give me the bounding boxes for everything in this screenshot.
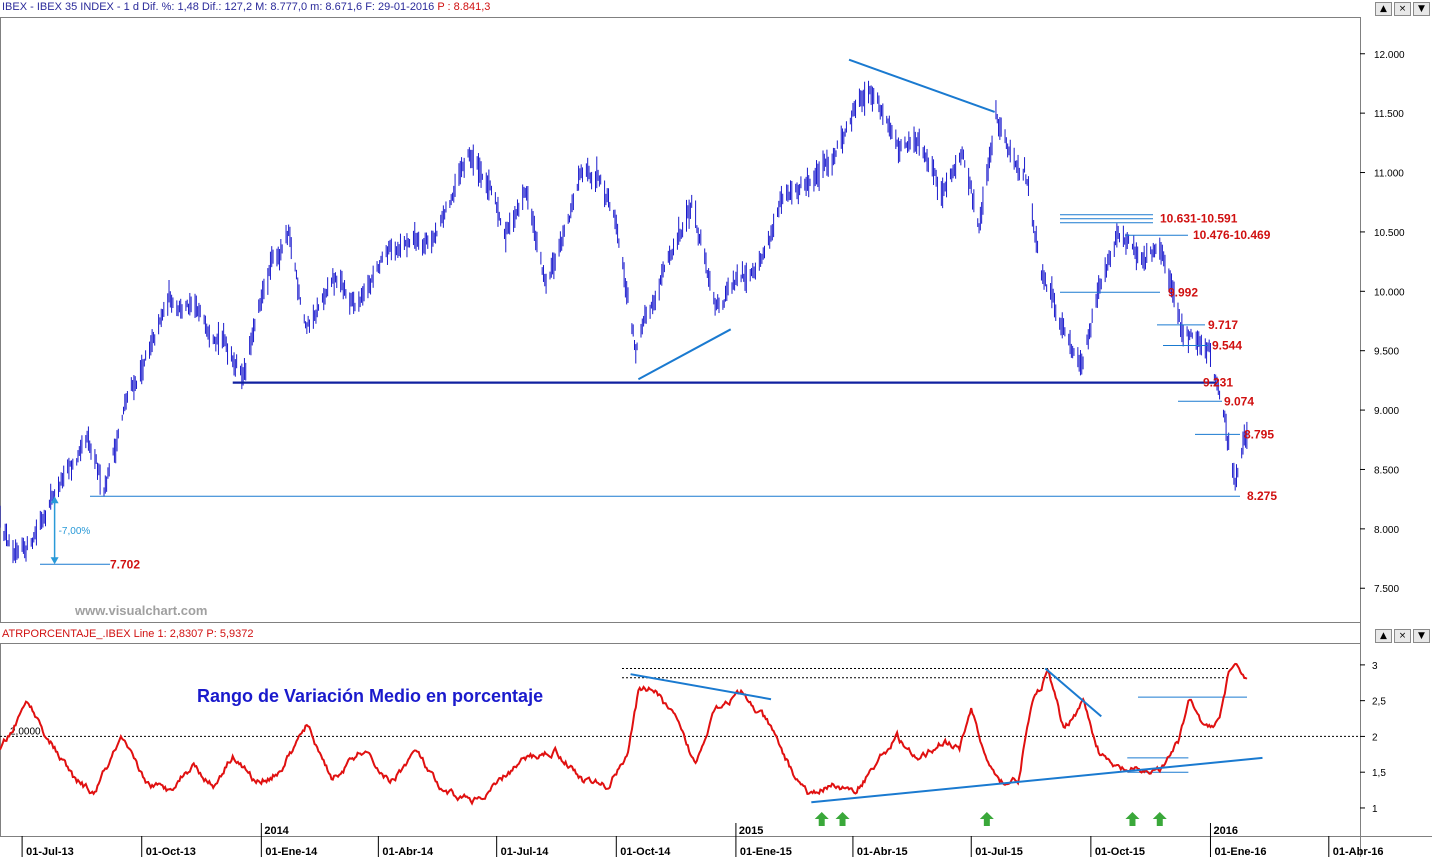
close-icon[interactable]: × [1394,2,1411,16]
price-tick-label: 9.500 [1374,347,1399,358]
price-plot: 10.631-10.591 10.476-10.469 9.992 9.717 9.54… [0,58,1277,571]
time-tick-label: 01-Jul-15 [975,846,1023,857]
level-label: 10.631-10.591 [1160,212,1238,226]
level-label: 8.795 [1244,427,1274,441]
indicator-tick-label: 3 [1372,661,1378,672]
level-label: 7.702 [110,557,140,571]
level-label: 9.717 [1208,318,1238,332]
price-tick-label: 8.500 [1374,465,1399,476]
level-label: 9.231 [1203,376,1233,390]
level-label: 9.992 [1168,285,1198,299]
year-label: 2015 [739,825,763,837]
price-tick-label: 10.000 [1374,287,1405,298]
price-tick-label: 11.000 [1374,169,1404,180]
indicator-line-value: Line 1: 2,8307 [133,628,204,640]
time-tick-label: 01-Abr-16 [1333,846,1384,857]
indicator-price: P: 5,9372 [206,628,254,640]
indicator-trendline [630,673,772,701]
time-tick-label: 01-Ene-15 [740,846,792,857]
time-tick-label: 01-Oct-14 [620,846,671,857]
price-tick-label: 8.000 [1374,525,1399,536]
indicator-tick-label: 2 [1372,732,1378,743]
year-label: 2016 [1213,825,1237,837]
price-tick-label: 9.000 [1374,406,1399,417]
time-tick-label: 01-Oct-13 [146,846,196,857]
price-trendline [637,328,732,381]
last-price-label: P : 8.841,3 [437,1,491,13]
indicator-pane-header: ATRPORCENTAJE_.IBEX Line 1: 2,8307 P: 5,… [2,628,254,640]
price-tick-label: 10.500 [1374,228,1405,239]
indicator-scroll-up-icon[interactable]: ▲ [1375,629,1392,643]
indicator-tick-label: 2,5 [1372,697,1386,708]
price-pane-window-buttons: ▲ × ▼ [1375,2,1430,16]
time-tick-label: 01-Ene-16 [1214,846,1266,857]
up-arrow-icon [979,812,994,826]
up-arrow-icon [835,812,850,826]
watermark: www.visualchart.com [74,603,207,618]
indicator-pane-window-buttons: ▲ × ▼ [1375,629,1430,643]
time-tick-label: 01-Ene-14 [265,846,318,857]
level-label: 9.074 [1224,394,1254,408]
time-tick-label: 01-Jul-14 [501,846,550,857]
indicator-title: Rango de Variación Medio en porcentaje [197,686,543,706]
indicator-pane-frame [0,643,1361,837]
time-tick-label: 01-Abr-15 [857,846,908,857]
level-label: 10.476-10.469 [1193,228,1271,242]
indicator-trendline [811,756,1263,804]
indicator-trendline [1044,667,1102,718]
indicator-tick-label: 1,5 [1372,768,1386,779]
price-pane-header: IBEX - IBEX 35 INDEX - 1 d Dif. %: 1,48 … [2,1,490,13]
stats-label: Dif. %: 1,48 Dif.: 127,2 M: 8.777,0 m: 8… [142,1,435,13]
measure-arrow-head-up [50,496,59,504]
atr-percentage-line [0,662,1248,806]
price-trendline [848,58,995,113]
year-label: 2014 [264,825,289,837]
up-arrow-icon [1152,812,1167,826]
axes: 12.000 11.500 11.000 10.500 10.000 9.500 9.000… [21,50,1405,857]
level-label: 9.544 [1212,338,1242,352]
symbol-label: IBEX - IBEX 35 INDEX - 1 d [2,1,139,13]
price-tick-label: 7.500 [1374,584,1399,595]
measure-label: -7,00% [59,526,91,537]
indicator-close-icon[interactable]: × [1394,629,1411,643]
indicator-reference-label: 2,0000 [10,726,41,737]
indicator-plot: 2,0000 [0,662,1360,826]
time-tick-label: 01-Oct-15 [1095,846,1145,857]
time-tick-label: 01-Abr-14 [382,846,434,857]
measure-arrow-head-down [50,557,59,565]
price-tick-label: 11.500 [1374,109,1404,120]
indicator-name: ATRPORCENTAJE_.IBEX [2,628,131,640]
indicator-tick-label: 1 [1372,804,1378,815]
scroll-down-icon[interactable]: ▼ [1413,2,1430,16]
time-tick-label: 01-Jul-13 [26,846,74,857]
price-tick-label: 12.000 [1374,50,1405,61]
up-arrow-icon [1125,812,1140,826]
up-arrow-icon [814,812,829,826]
indicator-scroll-down-icon[interactable]: ▼ [1413,629,1430,643]
scroll-up-icon[interactable]: ▲ [1375,2,1392,16]
level-label: 8.275 [1247,489,1277,503]
